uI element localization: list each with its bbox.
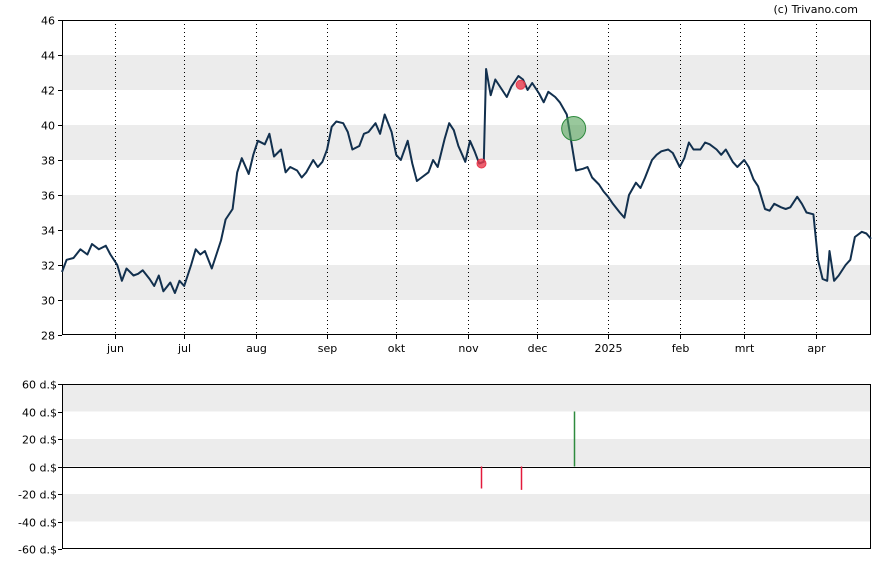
price-chart: jun jul aug sep okt nov dec 2025 feb mrt apr 28 30 32… (41, 15, 872, 355)
y-tick-label: 20 d.$ (22, 434, 57, 447)
x-tick-label: 2025 (595, 342, 623, 355)
y-tick-label: -20 d.$ (18, 489, 57, 502)
y-tick-label: 0 d.$ (29, 462, 57, 475)
x-tick-label: jun (106, 342, 124, 355)
y-tick-label: 42 (41, 85, 55, 98)
x-tick-label: apr (807, 342, 826, 355)
y-tick-label: 34 (41, 225, 55, 238)
y-tick-label: 46 (41, 15, 55, 28)
y-tick-label: 28 (41, 330, 55, 343)
trade-band (62, 384, 871, 412)
x-tick-label: aug (246, 342, 267, 355)
y-tick-label: 40 (41, 120, 55, 133)
trade-band (62, 439, 871, 467)
sell-marker (515, 79, 526, 90)
x-tick-label: dec (528, 342, 548, 355)
price-plot-frame (62, 20, 871, 335)
trade-band (62, 494, 871, 522)
price-line (61, 68, 872, 294)
y-tick-label: 36 (41, 190, 55, 203)
x-tick-label: jul (177, 342, 191, 355)
price-band (62, 265, 871, 300)
insider-trades-chart: 60 d.$ 40 d.$ 20 d.$ 0 d.$ -20 d.$ -40 d.$ -60… (18, 379, 871, 557)
y-tick-label: 30 (41, 295, 55, 308)
y-tick-label: 32 (41, 260, 55, 273)
y-tick-label: 44 (41, 50, 55, 63)
y-tick-label: -40 d.$ (18, 517, 57, 530)
x-tick-label: mrt (735, 342, 755, 355)
trade-plot-frame (62, 384, 871, 549)
y-tick-label: -60 d.$ (18, 544, 57, 557)
buy-marker (561, 116, 587, 141)
x-tick-label: okt (388, 342, 406, 355)
y-tick-label: 60 d.$ (22, 379, 57, 392)
x-tick-label: nov (458, 342, 479, 355)
y-tick-label: 40 d.$ (22, 407, 57, 420)
x-tick-label: sep (318, 342, 337, 355)
price-band (62, 55, 871, 90)
credit-label: (c) Trivano.com (773, 3, 858, 16)
y-tick-label: 38 (41, 155, 55, 168)
x-tick-label: feb (672, 342, 690, 355)
price-band (62, 195, 871, 230)
sell-marker (476, 158, 487, 169)
